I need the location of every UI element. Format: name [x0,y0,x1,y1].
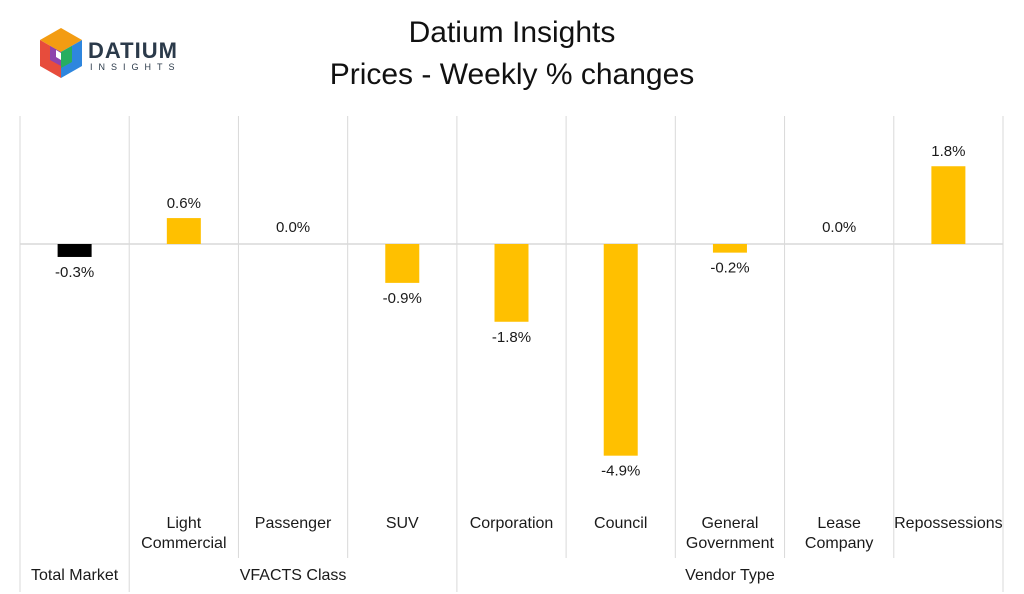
data-label: 0.6% [167,195,201,212]
bar-4 [385,244,420,283]
bar-2 [166,218,201,244]
chart-title: Datium Insights [408,16,616,49]
bar-7 [712,244,747,253]
category-label: Company [805,535,873,552]
data-label: 0.0% [276,219,310,236]
data-label: -0.3% [55,264,94,281]
logo-wordmark: DATIUM [88,38,178,63]
category-label: Corporation [470,515,554,532]
category-label: Council [594,515,647,532]
datium-logo: DATIUM INSIGHTS [38,26,188,82]
category-label: Light [166,515,201,532]
bar-1 [57,244,92,257]
category-label: Passenger [255,515,332,532]
datium-cube-logo-icon [40,28,82,78]
data-label: -0.9% [383,290,422,307]
chart-subtitle: Prices - Weekly % changes [329,58,695,91]
data-label: 0.0% [822,219,856,236]
group-label: VFACTS Class [240,567,347,584]
logo-subtitle: INSIGHTS [90,62,181,72]
category-label: General [701,515,758,532]
data-label: 1.8% [931,143,965,160]
category-label: Lease [817,515,861,532]
bar-9 [931,166,966,244]
data-label: -1.8% [492,329,531,346]
category-label: SUV [386,515,419,532]
category-label: Repossessions [894,515,1003,532]
bar-5 [494,244,529,322]
category-label: Commercial [141,535,226,552]
bar-6 [603,244,638,456]
data-label: -0.2% [710,260,749,277]
category-label: Government [686,535,775,552]
data-label: -4.9% [601,463,640,480]
group-label: Total Market [31,567,119,584]
group-label: Vendor Type [685,567,775,584]
